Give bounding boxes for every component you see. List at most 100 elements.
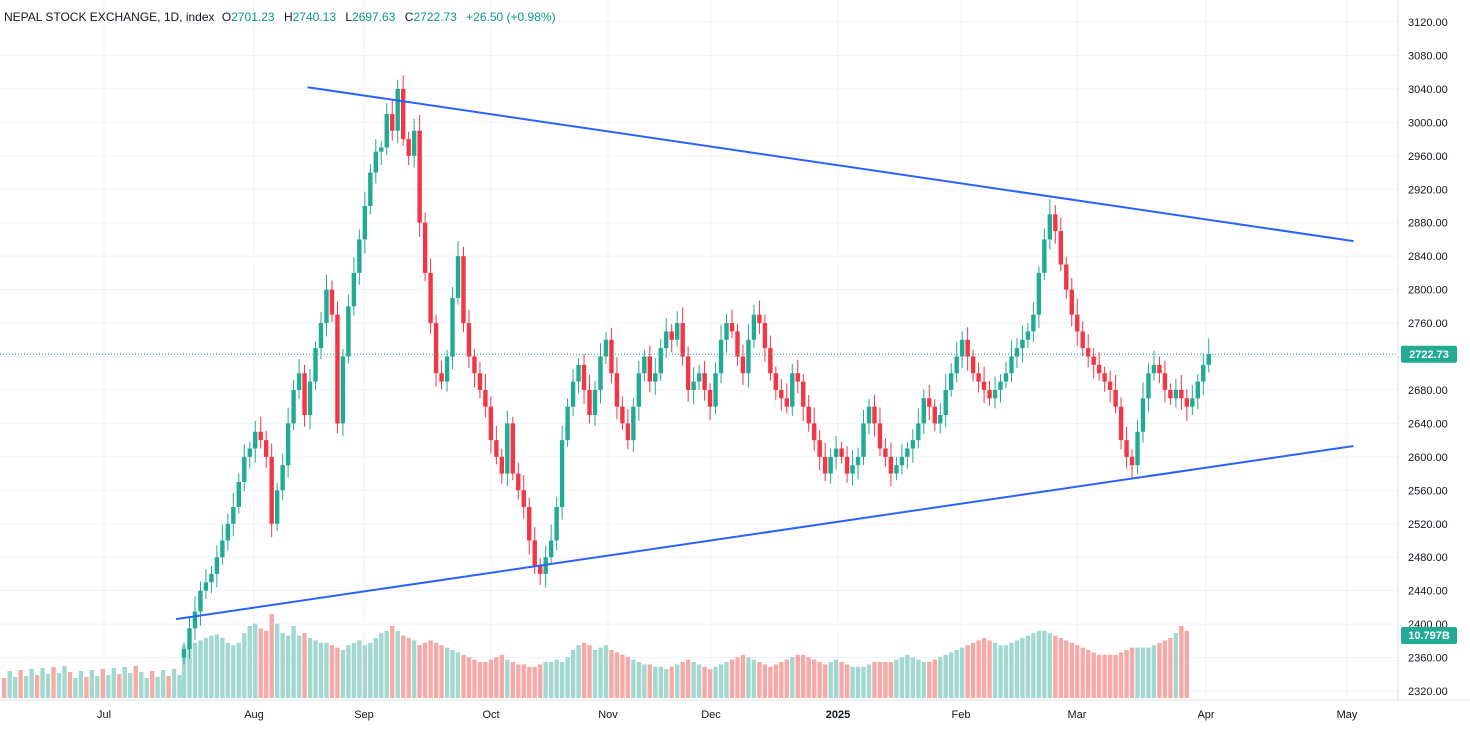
candle	[477, 361, 483, 399]
candle-body	[351, 272, 357, 307]
volume-bar	[746, 657, 751, 698]
time-axis[interactable]: Jul Aug Sep Oct Nov Dec 2025 Feb Mar Apr May	[97, 709, 1358, 721]
candle-body	[653, 373, 658, 382]
volume-bar	[773, 664, 779, 698]
candle-body	[318, 323, 324, 349]
open-label: O	[221, 10, 232, 24]
volume-bar	[899, 657, 905, 698]
candle	[691, 367, 696, 405]
volume-bar	[1162, 640, 1168, 698]
candle-body	[444, 356, 450, 382]
candle	[702, 360, 707, 401]
trendline[interactable]	[175, 444, 1354, 621]
volume-bar	[373, 638, 378, 698]
candle	[340, 348, 346, 436]
volume-bar	[932, 659, 937, 698]
volume-bar	[987, 640, 992, 698]
candle	[631, 398, 636, 452]
y-tick-label: 2560.00	[1408, 485, 1448, 497]
candle	[801, 374, 806, 421]
candle-body	[433, 323, 439, 374]
candle	[938, 403, 943, 434]
volume-bar	[1168, 638, 1173, 698]
y-tick-label: 2520.00	[1408, 519, 1448, 531]
volume-bar	[307, 638, 313, 698]
volume-bar	[247, 626, 252, 698]
candle-body	[768, 348, 773, 374]
volume-bar	[1124, 650, 1129, 698]
volume-bar	[106, 675, 111, 698]
candle-body	[538, 565, 543, 574]
candle-body	[987, 389, 992, 399]
candle-body	[664, 331, 669, 349]
candle-body	[1031, 314, 1036, 332]
volume-bar	[67, 672, 73, 698]
volume-bar	[34, 675, 40, 698]
candle-body	[1140, 398, 1146, 432]
volume-bar	[1009, 642, 1014, 698]
candle	[1053, 205, 1058, 244]
candle-body	[1102, 373, 1107, 382]
volume-bar	[1113, 654, 1118, 698]
candle	[455, 241, 461, 305]
candle-body	[1014, 348, 1020, 357]
volume-bar	[362, 645, 368, 698]
candle	[422, 212, 428, 282]
volume-bar	[768, 666, 773, 698]
x-tick-label: Feb	[952, 709, 971, 721]
candle	[488, 396, 494, 454]
volume-bar	[422, 642, 428, 698]
volume-bar	[274, 623, 280, 698]
candle-body	[888, 456, 894, 474]
volume-bar	[1064, 640, 1069, 698]
candle	[855, 447, 861, 480]
candle	[444, 349, 450, 392]
candle-body	[669, 331, 674, 340]
candle	[472, 348, 477, 388]
candle	[658, 338, 663, 381]
volume-bar	[494, 657, 499, 698]
candle-body	[1025, 331, 1031, 340]
candle-body	[625, 423, 631, 441]
candle	[943, 374, 948, 428]
candle	[1173, 379, 1179, 408]
candle	[483, 374, 488, 418]
y-tick-label: 2920.00	[1408, 184, 1448, 196]
volume-bar	[570, 650, 576, 698]
candle-body	[1124, 440, 1129, 457]
candle-body	[587, 389, 592, 416]
candle-body	[461, 256, 466, 324]
candle	[746, 323, 751, 388]
trendline[interactable]	[307, 86, 1354, 243]
candle	[411, 119, 417, 168]
candle-body	[1173, 389, 1179, 399]
volume-bar	[1020, 638, 1025, 698]
candle-body	[335, 314, 340, 424]
candle	[620, 396, 625, 431]
candle	[181, 642, 187, 665]
candle-body	[647, 356, 652, 382]
candle	[877, 407, 883, 457]
candle	[850, 450, 855, 486]
volume-bar	[713, 666, 718, 698]
volume-bar	[395, 630, 400, 698]
x-tick-label: Aug	[244, 709, 264, 721]
trendlines[interactable]	[175, 86, 1354, 621]
candle	[861, 410, 866, 466]
price-axis[interactable]: 3120.00 3080.00 3040.00 3000.00 2960.00 2920.…	[1408, 17, 1448, 698]
candle	[362, 191, 368, 254]
volume-bar	[625, 657, 631, 698]
candle-body	[379, 147, 384, 152]
y-tick-label: 2960.00	[1408, 151, 1448, 163]
candle-body	[285, 423, 291, 466]
volume-bar	[335, 647, 340, 698]
volume-bar	[1042, 630, 1047, 698]
volume-bar	[1096, 654, 1102, 698]
volume-bar	[12, 677, 18, 698]
candle	[510, 416, 515, 481]
last-price-badge-bg	[1401, 345, 1457, 363]
volume-bar	[801, 654, 806, 698]
volume-bar	[565, 657, 570, 698]
y-tick-label: 3080.00	[1408, 50, 1448, 62]
